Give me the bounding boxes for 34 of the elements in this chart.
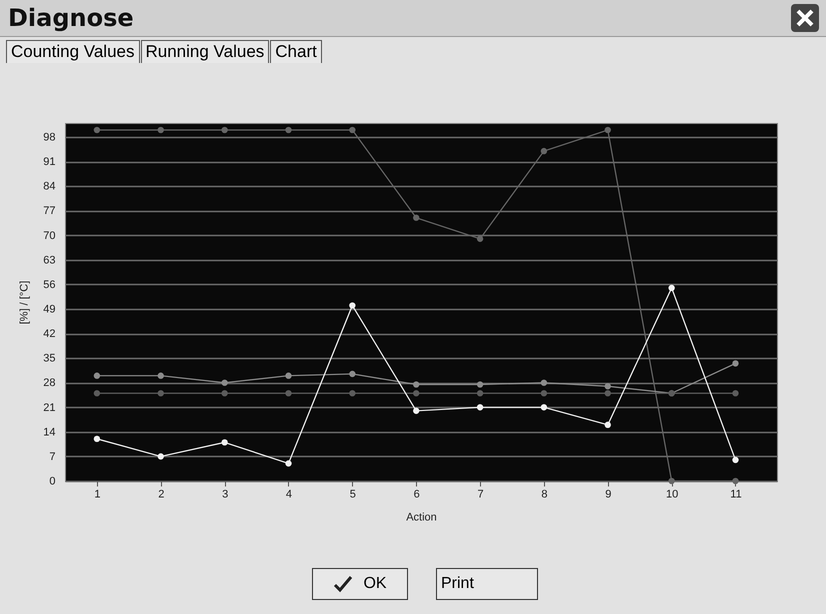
y-axis-title: [%] / [°C] [18, 280, 30, 324]
x-tick-label: 9 [605, 488, 612, 500]
x-tick-label: 7 [478, 488, 484, 500]
x-tick-label: 3 [222, 488, 228, 500]
y-tick-label: 70 [43, 230, 56, 242]
x-tick-label: 1 [94, 488, 100, 500]
y-tick-label: 77 [43, 205, 56, 218]
x-tick-label: 8 [541, 488, 548, 500]
x-tick-label: 10 [666, 488, 678, 500]
y-tick-label: 21 [43, 402, 56, 414]
y-tick-label: 42 [43, 328, 56, 340]
text: Running Values [140, 40, 270, 63]
y-tick-label: 7 [49, 450, 56, 463]
chart-title: Diagnose [8, 4, 134, 32]
text: OK [363, 575, 387, 593]
y-tick-label: 35 [43, 352, 56, 365]
y-tick-label: 14 [43, 426, 56, 438]
text: Counting Values [6, 40, 140, 63]
y-tick-label: 98 [43, 132, 56, 144]
y-tick-label: 49 [43, 304, 56, 316]
x-tick-label: 6 [414, 488, 420, 500]
y-tick-label: 28 [43, 377, 56, 390]
text: Print [441, 575, 474, 593]
x-tick-label: 5 [350, 488, 356, 500]
text: Chart [270, 40, 322, 63]
y-tick-label: 56 [43, 278, 56, 291]
x-tick-label: 4 [286, 488, 292, 500]
y-tick-label: 63 [43, 254, 56, 266]
y-tick-label: 84 [43, 180, 56, 193]
y-tick-label: 0 [49, 476, 56, 488]
x-tick-label: 11 [730, 488, 742, 500]
x-axis-title: Action [406, 512, 437, 524]
x-tick-label: 2 [158, 488, 164, 500]
y-tick-label: 91 [43, 156, 56, 168]
